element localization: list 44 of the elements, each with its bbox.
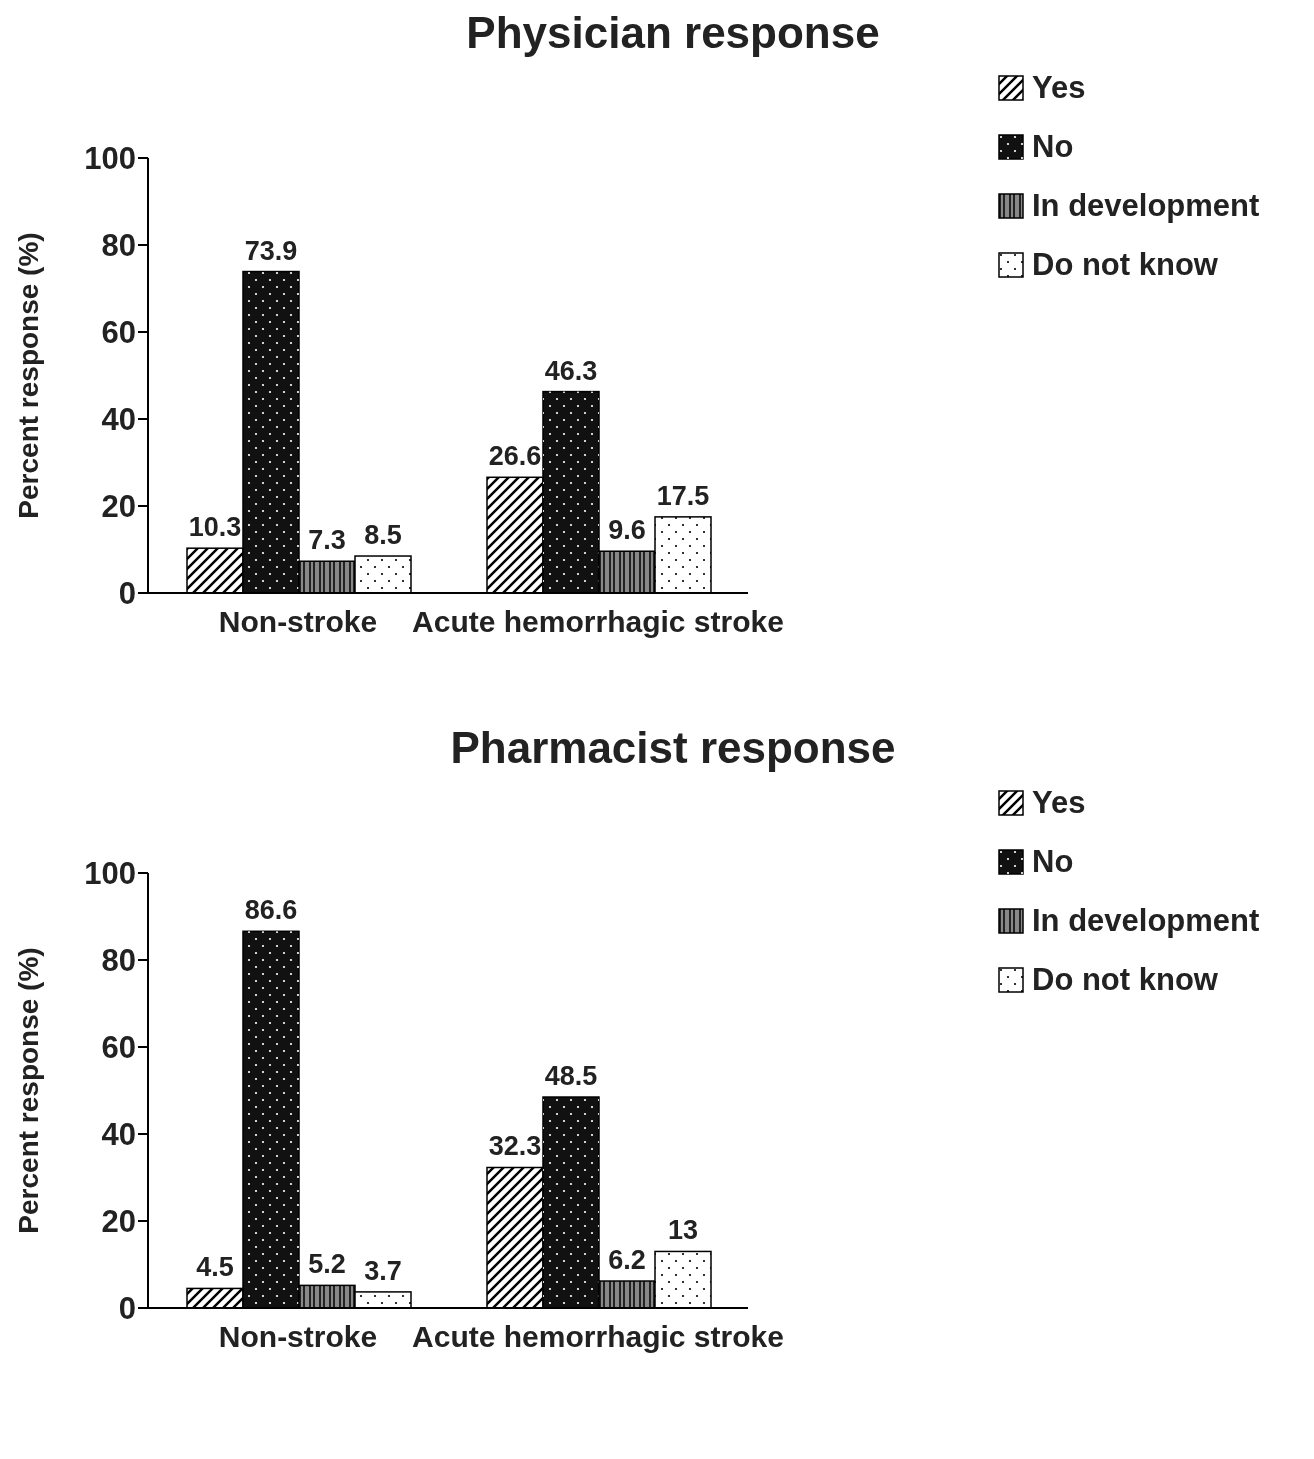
chart-title: Pharmacist response [450, 723, 896, 772]
y-tick-label: 20 [101, 1204, 136, 1240]
x-tick-label: Acute hemorrhagic stroke [412, 605, 784, 639]
x-tick-label: Acute hemorrhagic stroke [412, 1320, 784, 1354]
data-label: 26.6 [488, 441, 542, 472]
y-tick-label: 60 [101, 1030, 136, 1066]
data-label: 10.3 [188, 512, 242, 543]
y-tick-label: 20 [101, 489, 136, 525]
legend-label: In development [1032, 187, 1260, 224]
y-tick-label: 60 [101, 315, 136, 351]
y-axis-title: Percent response (%) [12, 232, 44, 519]
chart-title: Physician response [466, 8, 880, 57]
y-tick-label: 80 [101, 943, 136, 979]
data-label: 7.3 [308, 525, 346, 556]
data-label: 86.6 [244, 895, 298, 926]
y-tick-label: 0 [118, 1291, 136, 1327]
y-tick-label: 100 [84, 856, 136, 892]
data-label: 73.9 [244, 235, 298, 266]
y-tick-label: 80 [101, 228, 136, 264]
data-label: 46.3 [544, 355, 598, 386]
y-axis-title: Percent response (%) [12, 947, 44, 1234]
data-label: 17.5 [656, 480, 710, 511]
legend-label: Do not know [1032, 246, 1218, 283]
x-tick-label: Non-stroke [218, 605, 378, 639]
data-label: 9.6 [608, 515, 646, 546]
legend-label: No [1032, 843, 1074, 880]
data-label: 8.5 [364, 520, 402, 551]
data-label: 13 [667, 1215, 699, 1246]
y-tick-label: 40 [101, 402, 136, 438]
data-label: 48.5 [544, 1061, 598, 1092]
data-label: 32.3 [488, 1131, 542, 1162]
legend-label: In development [1032, 902, 1260, 939]
legend-label: No [1032, 128, 1074, 165]
x-tick-label: Non-stroke [218, 1320, 378, 1354]
data-label: 4.5 [196, 1252, 234, 1283]
data-label: 5.2 [308, 1249, 346, 1280]
y-tick-label: 0 [118, 576, 136, 612]
data-label: 6.2 [608, 1245, 646, 1276]
legend-label: Yes [1032, 784, 1086, 821]
legend-label: Do not know [1032, 961, 1218, 998]
y-tick-label: 100 [84, 141, 136, 177]
legend-label: Yes [1032, 69, 1086, 106]
data-label: 3.7 [364, 1255, 402, 1286]
y-tick-label: 40 [101, 1117, 136, 1153]
